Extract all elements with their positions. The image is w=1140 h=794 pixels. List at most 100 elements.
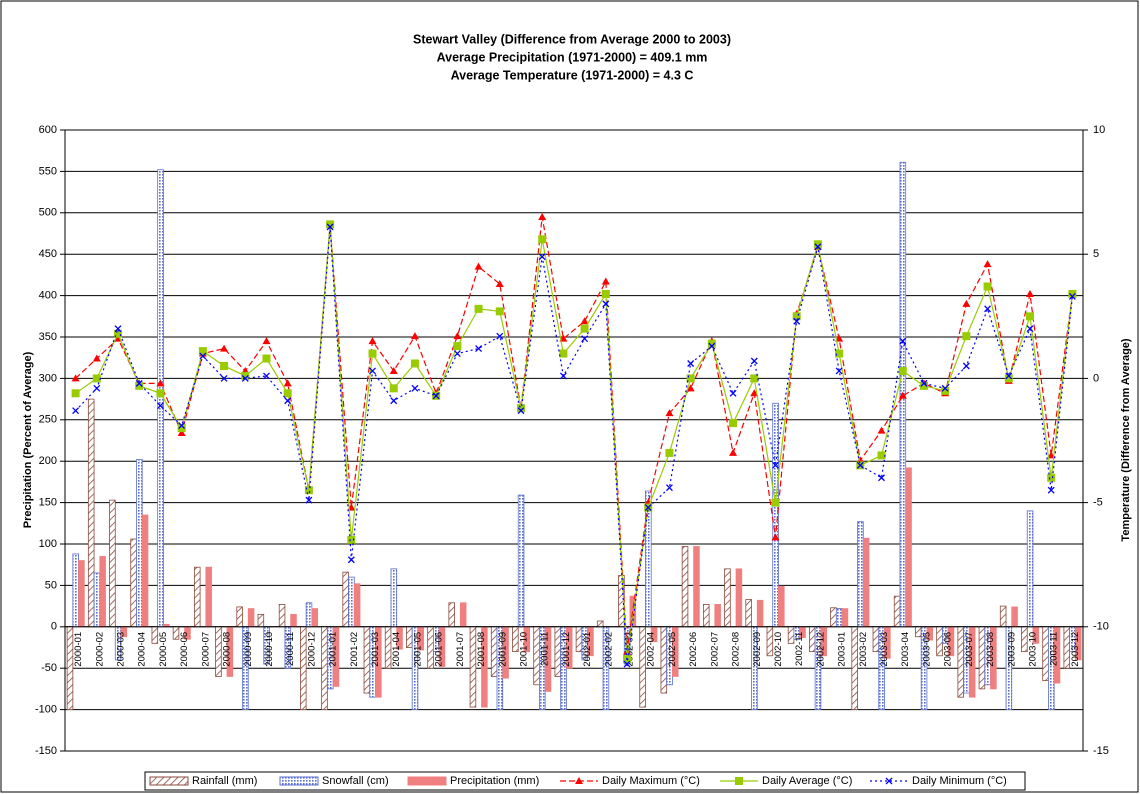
marker xyxy=(708,342,716,350)
bar xyxy=(915,626,922,638)
bar xyxy=(862,537,870,628)
x-tick-label: 2000-09 xyxy=(243,632,254,667)
marker xyxy=(410,332,419,340)
bar xyxy=(639,626,646,708)
marker xyxy=(750,357,758,365)
bar xyxy=(533,626,540,686)
marker xyxy=(601,277,610,285)
bar xyxy=(1063,626,1071,669)
marker xyxy=(538,235,547,244)
y-tick-label: 200 xyxy=(39,455,57,467)
x-tick-label: 2000-02 xyxy=(94,632,105,667)
marker xyxy=(735,777,743,785)
marker xyxy=(580,324,589,333)
bar xyxy=(1042,626,1049,682)
bar xyxy=(851,626,858,710)
marker xyxy=(1025,312,1034,321)
bar xyxy=(978,626,986,690)
bar xyxy=(448,602,455,628)
marker xyxy=(474,262,483,270)
bar xyxy=(809,626,816,653)
bar xyxy=(99,556,106,628)
bar xyxy=(93,572,101,628)
marker xyxy=(601,289,610,298)
chart-title: Stewart Valley (Difference from Average … xyxy=(413,32,731,46)
bar xyxy=(766,626,774,657)
plot-area xyxy=(64,129,1084,752)
marker xyxy=(177,429,186,437)
marker xyxy=(241,371,250,380)
bar xyxy=(66,626,74,710)
bar xyxy=(835,608,843,628)
marker xyxy=(516,404,525,413)
marker xyxy=(474,304,483,313)
bar xyxy=(841,608,849,628)
bar xyxy=(778,585,785,628)
legend-swatch xyxy=(407,776,447,786)
bar xyxy=(512,626,519,653)
bar xyxy=(151,626,159,644)
marker xyxy=(750,374,759,383)
bar xyxy=(469,626,477,708)
marker xyxy=(941,384,949,392)
x-tick-label: 2002-01 xyxy=(582,632,593,667)
marker xyxy=(729,419,738,428)
y-tick-label: -150 xyxy=(35,745,57,757)
y2-tick-label: -10 xyxy=(1093,621,1109,633)
x-tick-label: 2002-07 xyxy=(709,632,720,667)
marker xyxy=(898,366,907,375)
bar xyxy=(136,459,143,628)
x-tick-label: 2000-01 xyxy=(73,632,84,667)
marker xyxy=(941,386,950,395)
y-tick-label: 600 xyxy=(39,124,57,136)
marker xyxy=(495,307,504,316)
x-tick-label: 2001-12 xyxy=(561,632,572,667)
line xyxy=(75,226,1073,665)
line xyxy=(75,216,1073,652)
y2-tick-label: -15 xyxy=(1093,745,1109,757)
marker xyxy=(962,362,970,370)
bar xyxy=(257,613,265,628)
marker xyxy=(262,354,271,363)
marker xyxy=(665,448,674,457)
y-tick-label: 50 xyxy=(45,579,57,591)
bar xyxy=(772,402,779,628)
marker xyxy=(877,426,886,434)
y-tick-label: 550 xyxy=(39,165,57,177)
bar xyxy=(342,571,349,628)
marker xyxy=(347,535,356,544)
bar xyxy=(893,595,901,628)
x-tick-label: 2001-03 xyxy=(370,632,381,667)
x-tick-label: 2002-11 xyxy=(794,632,805,666)
x-tick-label: 2001-08 xyxy=(476,632,487,667)
bar xyxy=(305,602,313,628)
marker xyxy=(156,402,164,410)
x-tick-label: 2003-07 xyxy=(964,632,975,667)
bar xyxy=(724,568,731,628)
x-tick-label: 2003-09 xyxy=(1006,632,1017,667)
marker xyxy=(559,372,567,380)
marker xyxy=(792,312,801,321)
bar xyxy=(353,583,361,628)
bar xyxy=(857,521,864,628)
x-tick-label: 2002-06 xyxy=(688,632,699,667)
marker xyxy=(962,332,971,341)
x-tick-label: 2001-02 xyxy=(349,632,360,667)
marker xyxy=(389,366,398,374)
bar xyxy=(215,626,222,677)
marker xyxy=(114,325,122,333)
marker xyxy=(198,347,207,356)
marker xyxy=(665,484,673,492)
x-tick-label: 2002-09 xyxy=(752,632,763,667)
x-tick-label: 2003-01 xyxy=(837,632,848,667)
marker xyxy=(263,372,270,380)
x-tick-label: 2003-03 xyxy=(879,632,890,667)
marker xyxy=(623,660,631,668)
marker xyxy=(284,397,292,405)
bar xyxy=(236,606,243,628)
x-tick-label: 2002-04 xyxy=(646,632,657,667)
x-tick-label: 2003-04 xyxy=(900,632,911,667)
marker xyxy=(835,349,844,358)
x-tick-label: 2001-07 xyxy=(455,632,466,667)
